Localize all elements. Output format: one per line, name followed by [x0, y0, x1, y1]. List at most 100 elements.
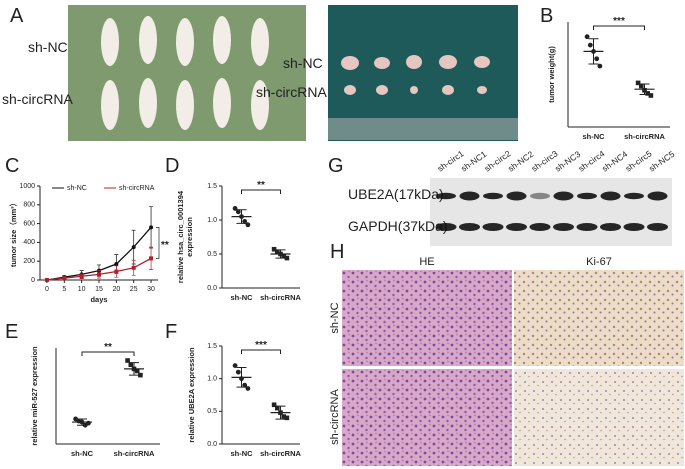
- band: [529, 223, 551, 231]
- point: [245, 222, 251, 228]
- point: [242, 382, 248, 388]
- band: [482, 223, 504, 231]
- panel-letter: A: [10, 5, 24, 27]
- panel-letter: D: [165, 155, 179, 177]
- column-label: HE: [419, 256, 434, 268]
- lane-label: sh-NC1: [459, 149, 489, 174]
- error-bar: [129, 362, 139, 376]
- band: [436, 192, 456, 200]
- y-tick-label: 1.0: [207, 376, 217, 383]
- x-tick-label: 30: [147, 286, 155, 293]
- he-image: [342, 270, 512, 366]
- point: [44, 278, 49, 282]
- point: [138, 372, 143, 378]
- point: [284, 255, 290, 261]
- y-axis-label: tumor weight(g): [547, 46, 556, 103]
- point: [281, 253, 286, 259]
- error-bar: [236, 209, 247, 224]
- y-tick-label: 400: [23, 239, 35, 246]
- y-tick-label: 800: [23, 202, 35, 209]
- x-tick-label: sh-circRNA: [624, 132, 665, 141]
- ki67-image: [514, 369, 684, 466]
- ki67-image: [514, 270, 684, 366]
- band: [459, 223, 480, 231]
- y-tick-label: 0.5: [207, 408, 217, 415]
- lane-label: sh-NC3: [553, 149, 583, 174]
- point: [284, 415, 290, 421]
- y-tick-label: 1000: [19, 183, 35, 190]
- point: [597, 63, 603, 69]
- significance-bracket: [156, 227, 160, 259]
- point: [587, 42, 593, 48]
- significance-bracket: [241, 189, 281, 194]
- y-axis-label: relative UBE2A expression: [187, 347, 196, 443]
- x-axis-label: days: [90, 295, 107, 304]
- band: [624, 192, 644, 200]
- x-tick-label: sh-NC: [230, 293, 253, 302]
- panel-letter: C: [5, 155, 19, 177]
- lane-label: sh-NC5: [647, 149, 677, 174]
- y-tick-label: 600: [23, 220, 35, 227]
- point: [584, 34, 590, 40]
- point: [62, 276, 67, 281]
- point: [245, 386, 251, 391]
- band: [600, 223, 621, 231]
- band: [553, 223, 574, 231]
- error-bar: [275, 249, 286, 259]
- point: [271, 402, 277, 408]
- band: [506, 191, 527, 201]
- y-tick-label: 1.0: [207, 217, 217, 224]
- row-label: sh-circRNA: [329, 389, 341, 445]
- x-tick-label: sh-circRNA: [260, 449, 301, 458]
- point: [645, 91, 650, 96]
- mice-label: sh-NC: [28, 39, 68, 55]
- error-bar: [77, 418, 87, 426]
- point: [635, 80, 641, 86]
- tumor-label: sh-circRNA: [256, 84, 327, 100]
- x-tick-label: sh-NC: [582, 132, 605, 141]
- point: [79, 274, 84, 279]
- x-tick-label: 15: [95, 286, 103, 293]
- x-tick-label: 0: [45, 286, 49, 293]
- ruler: [328, 118, 518, 140]
- lane-label: sh-NC2: [506, 149, 536, 174]
- point: [131, 245, 136, 250]
- tumor-label: sh-NC: [283, 55, 323, 71]
- row-label: sh-NC: [329, 302, 341, 333]
- point: [114, 262, 119, 267]
- y-axis-label: relative hsa_circ_0001394: [176, 190, 185, 283]
- x-tick-label: 10: [78, 286, 86, 293]
- point: [149, 256, 154, 261]
- y-tick-label: 0.0: [207, 441, 217, 448]
- band: [623, 223, 645, 231]
- column-label: Ki-67: [586, 256, 612, 268]
- significance: **: [161, 240, 169, 251]
- y-axis-label: tumor size（mm³）: [8, 199, 18, 267]
- significance-bracket: [593, 25, 645, 30]
- error-bar: [275, 405, 286, 420]
- x-tick-label: 20: [112, 286, 120, 293]
- x-tick-label: sh-circRNA: [260, 293, 301, 302]
- point: [232, 206, 238, 211]
- x-tick-label: sh-NC: [230, 449, 253, 458]
- mice: [101, 16, 269, 130]
- point: [271, 246, 277, 252]
- lane-label: sh-NC4: [600, 149, 630, 174]
- band: [459, 191, 480, 201]
- significance-bracket: [241, 349, 281, 354]
- point: [114, 269, 119, 274]
- band: [577, 192, 597, 200]
- error-bar: [588, 38, 599, 65]
- blot: [430, 178, 672, 246]
- point: [235, 209, 241, 215]
- significance: **: [104, 342, 112, 353]
- x-tick-label: 25: [130, 286, 138, 293]
- point: [128, 362, 134, 367]
- point: [134, 368, 140, 374]
- point: [281, 414, 286, 419]
- y-tick-label: 200: [23, 258, 35, 265]
- band: [506, 223, 527, 231]
- point: [232, 363, 238, 368]
- y-tick-label: 1.5: [207, 183, 217, 190]
